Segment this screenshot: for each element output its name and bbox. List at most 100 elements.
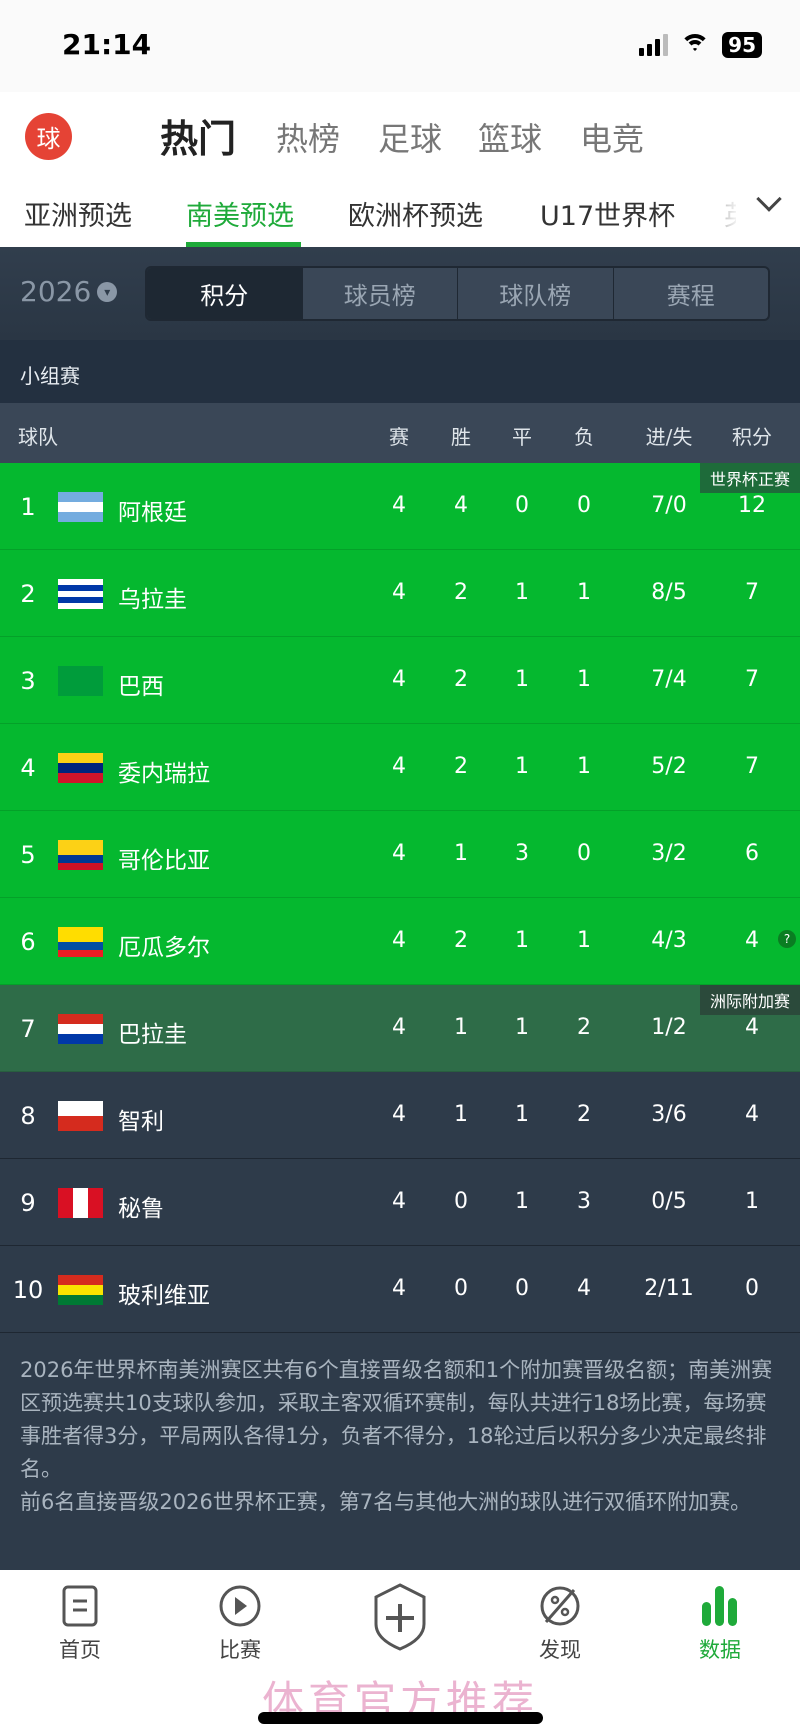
nav-football[interactable]: 足球 [378, 120, 443, 158]
win-value: 1 [454, 1015, 468, 1040]
table-row[interactable]: 8 智利 4 1 1 2 3/6 4 [0, 1072, 800, 1159]
shield-plus-icon [374, 1583, 426, 1651]
table-row[interactable]: 7 巴拉圭 4 1 1 2 1/2 4 洲际附加赛 [0, 985, 800, 1072]
goals-value: 7/0 [651, 493, 687, 518]
bottom-tab-bar: 首页 比赛 发现 数据 体育官方推荐 [0, 1570, 800, 1731]
nav-hot[interactable]: 热门 [160, 117, 237, 161]
draw-value: 1 [515, 580, 529, 605]
played-value: 4 [392, 1276, 406, 1301]
points-value: 0 [745, 1276, 759, 1301]
team-name[interactable]: 巴西 [118, 674, 164, 700]
flag-icon [58, 840, 103, 870]
tab-asia-qualifiers[interactable]: 亚洲预选 [24, 201, 132, 232]
table-row[interactable]: 9 秘鲁 4 0 1 3 0/5 1 [0, 1159, 800, 1246]
active-tab-indicator [186, 242, 301, 247]
flag-icon [58, 579, 103, 609]
table-row[interactable]: 1 阿根廷 4 4 0 0 7/0 12 世界杯正赛 [0, 463, 800, 550]
team-name[interactable]: 智利 [118, 1109, 164, 1135]
zone-badge-qualify: 世界杯正赛 [699, 463, 800, 493]
table-row[interactable]: 3 巴西 4 2 1 1 7/4 7 [0, 637, 800, 724]
team-name[interactable]: 厄瓜多尔 [118, 935, 210, 961]
loss-value: 0 [577, 841, 591, 866]
segment-schedule[interactable]: 赛程 [612, 268, 769, 319]
goals-value: 3/6 [651, 1102, 687, 1127]
table-row[interactable]: 10 玻利维亚 4 0 0 4 2/11 0 [0, 1246, 800, 1333]
team-name[interactable]: 玻利维亚 [118, 1283, 210, 1309]
tab-u17-world-cup[interactable]: U17世界杯 [540, 201, 676, 232]
table-row[interactable]: 5 哥伦比亚 4 1 3 0 3/2 6 [0, 811, 800, 898]
win-value: 0 [454, 1189, 468, 1214]
group-title: 小组赛 [0, 340, 800, 403]
played-value: 4 [392, 841, 406, 866]
goals-value: 0/5 [651, 1189, 687, 1214]
loss-value: 1 [577, 580, 591, 605]
help-icon[interactable]: ? [778, 930, 796, 948]
table-row[interactable]: 4 委内瑞拉 4 2 1 1 5/2 7 [0, 724, 800, 811]
tab-create[interactable] [360, 1582, 440, 1658]
team-name[interactable]: 哥伦比亚 [118, 848, 210, 874]
win-value: 2 [454, 667, 468, 692]
app-logo[interactable]: 球 [25, 113, 72, 160]
points-value: 4 [745, 1015, 759, 1040]
team-name[interactable]: 秘鲁 [118, 1196, 164, 1222]
segment-standings[interactable]: 积分 [147, 268, 302, 319]
table-header: 球队 赛 胜 平 负 进/失 积分 [0, 403, 800, 463]
tab-label: 数据 [699, 1638, 741, 1662]
tab-matches[interactable]: 比赛 [200, 1584, 280, 1664]
tab-discover[interactable]: 发现 [520, 1584, 600, 1664]
draw-value: 1 [515, 1015, 529, 1040]
win-value: 0 [454, 1276, 468, 1301]
team-name[interactable]: 乌拉圭 [118, 587, 187, 613]
team-name[interactable]: 阿根廷 [118, 500, 187, 526]
col-loss: 负 [574, 425, 594, 449]
loss-value: 3 [577, 1189, 591, 1214]
rank: 1 [20, 493, 36, 521]
season-selector[interactable]: 2026 ▾ [20, 275, 118, 308]
team-name[interactable]: 巴拉圭 [118, 1022, 187, 1048]
tab-label: 发现 [539, 1638, 581, 1662]
points-value: 7 [745, 580, 759, 605]
rank: 9 [20, 1189, 36, 1217]
team-name[interactable]: 委内瑞拉 [118, 761, 210, 787]
rank: 4 [20, 754, 36, 782]
table-row[interactable]: 2 乌拉圭 4 2 1 1 8/5 7 [0, 550, 800, 637]
nav-esports[interactable]: 电竞 [580, 120, 645, 158]
col-played: 赛 [389, 425, 409, 449]
tab-south-america-qualifiers[interactable]: 南美预选 [186, 201, 294, 232]
zone-badge-playoff: 洲际附加赛 [699, 985, 800, 1015]
flag-icon [58, 1188, 103, 1218]
bar-chart-icon [702, 1586, 737, 1626]
flag-icon [58, 927, 103, 957]
goals-value: 5/2 [651, 754, 687, 779]
wifi-icon [680, 34, 711, 56]
played-value: 4 [392, 1189, 406, 1214]
played-value: 4 [392, 1102, 406, 1127]
status-bar: 21:14 95 [0, 0, 800, 92]
draw-value: 1 [515, 667, 529, 692]
points-value: 7 [745, 667, 759, 692]
top-nav: 球 热门 热榜 足球 篮球 电竞 [0, 100, 800, 172]
draw-value: 3 [515, 841, 529, 866]
tab-label: 比赛 [219, 1638, 261, 1662]
win-value: 2 [454, 580, 468, 605]
rank: 6 [20, 928, 36, 956]
draw-value: 0 [515, 1276, 529, 1301]
table-row[interactable]: 6 厄瓜多尔 4 2 1 1 4/3 4? [0, 898, 800, 985]
loss-value: 1 [577, 928, 591, 953]
nav-trending[interactable]: 热榜 [276, 120, 341, 158]
tab-data[interactable]: 数据 [680, 1584, 760, 1664]
segment-player-rank[interactable]: 球员榜 [301, 268, 458, 319]
chevron-down-icon[interactable] [756, 186, 782, 212]
goals-value: 2/11 [644, 1276, 694, 1301]
rank: 10 [12, 1276, 44, 1304]
nav-basketball[interactable]: 篮球 [478, 120, 543, 158]
tab-home[interactable]: 首页 [40, 1584, 120, 1664]
goals-value: 3/2 [651, 841, 687, 866]
tab-euro-qualifiers[interactable]: 欧洲杯预选 [348, 201, 483, 232]
win-value: 2 [454, 754, 468, 779]
flag-icon [58, 1101, 103, 1131]
col-goals: 进/失 [645, 425, 693, 449]
standings-panel: 2026 ▾ 积分 球员榜 球队榜 赛程 小组赛 球队 赛 胜 平 负 进/失 积… [0, 247, 800, 1570]
segment-team-rank[interactable]: 球队榜 [457, 268, 613, 319]
points-value: 7 [745, 754, 759, 779]
